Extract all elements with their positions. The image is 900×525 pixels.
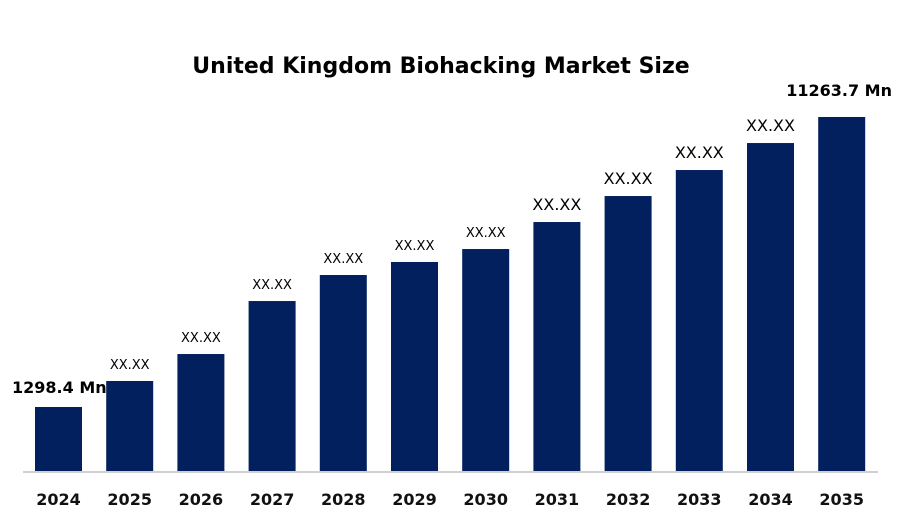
data-label: 1298.4 Mn <box>12 378 107 397</box>
bar-2028 <box>319 275 367 471</box>
x-tick-label: 2024 <box>36 490 81 509</box>
data-label: XX.XX <box>252 278 292 293</box>
data-label: XX.XX <box>181 331 221 346</box>
bars-group <box>35 117 866 472</box>
x-tick-label: 2026 <box>179 490 224 509</box>
x-axis-ticks: 2024 2025 2026 2027 2028 2029 2030 2031 2032 2033… <box>36 490 864 509</box>
bar-2029 <box>391 262 438 471</box>
x-tick-label: 2035 <box>819 490 864 509</box>
data-label: XX.XX <box>466 226 506 241</box>
bar-2026 <box>177 354 225 471</box>
bar-2025 <box>106 380 154 471</box>
bar-2031 <box>533 222 581 471</box>
bar-2033 <box>675 170 723 471</box>
data-labels: 1298.4 MnXX.XXXX.XXXX.XXXX.XXXX.XXXX.XXX… <box>12 81 892 397</box>
data-label: 11263.7 Mn <box>786 81 892 100</box>
data-label: XX.XX <box>323 252 363 267</box>
x-tick-label: 2033 <box>677 490 722 509</box>
bar-2027 <box>248 301 296 471</box>
data-label: XX.XX <box>675 143 724 162</box>
data-label: XX.XX <box>746 116 795 135</box>
bar-2034 <box>747 143 794 472</box>
x-tick-label: 2029 <box>392 490 437 509</box>
data-label: XX.XX <box>395 239 435 254</box>
bar-2024 <box>35 407 82 471</box>
x-tick-label: 2031 <box>535 490 580 509</box>
x-tick-label: 2025 <box>107 490 152 509</box>
x-tick-label: 2027 <box>250 490 295 509</box>
x-tick-label: 2030 <box>463 490 508 509</box>
x-tick-label: 2032 <box>606 490 651 509</box>
x-tick-label: 2034 <box>748 490 793 509</box>
bar-2035 <box>818 117 866 471</box>
bar-2032 <box>604 196 652 471</box>
x-tick-label: 2028 <box>321 490 366 509</box>
data-label: XX.XX <box>110 358 150 373</box>
data-label: XX.XX <box>604 169 653 188</box>
bar-2030 <box>462 249 510 471</box>
data-label: XX.XX <box>532 195 581 214</box>
chart-title: United Kingdom Biohacking Market Size <box>192 54 689 79</box>
